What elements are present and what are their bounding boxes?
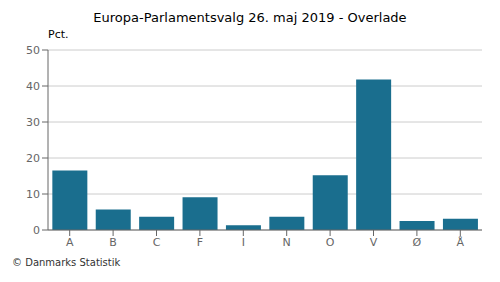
svg-text:B: B — [109, 236, 117, 249]
svg-text:N: N — [283, 236, 291, 249]
html-text:Pct.: Pct. — [48, 28, 69, 41]
svg-text:A: A — [66, 236, 74, 249]
svg-text:20: 20 — [26, 152, 40, 165]
svg-text:O: O — [326, 236, 335, 249]
svg-text:C: C — [153, 236, 161, 249]
svg-text:40: 40 — [26, 80, 40, 93]
svg-text:V: V — [370, 236, 378, 249]
svg-text:I: I — [242, 236, 245, 249]
svg-text:Ø: Ø — [413, 236, 422, 249]
svg-text:0: 0 — [33, 224, 40, 237]
svg-text:10: 10 — [26, 188, 40, 201]
svg-text:50: 50 — [26, 44, 40, 57]
html-text:Europa-Parlamentsvalg 26. maj: Europa-Parlamentsvalg 26. maj 2019 - Ove… — [93, 10, 407, 25]
svg-text:30: 30 — [26, 116, 40, 129]
svg-text:Å: Å — [457, 236, 465, 249]
svg-text:F: F — [197, 236, 203, 249]
html-text:© Danmarks Statistik: © Danmarks Statistik — [12, 257, 121, 268]
